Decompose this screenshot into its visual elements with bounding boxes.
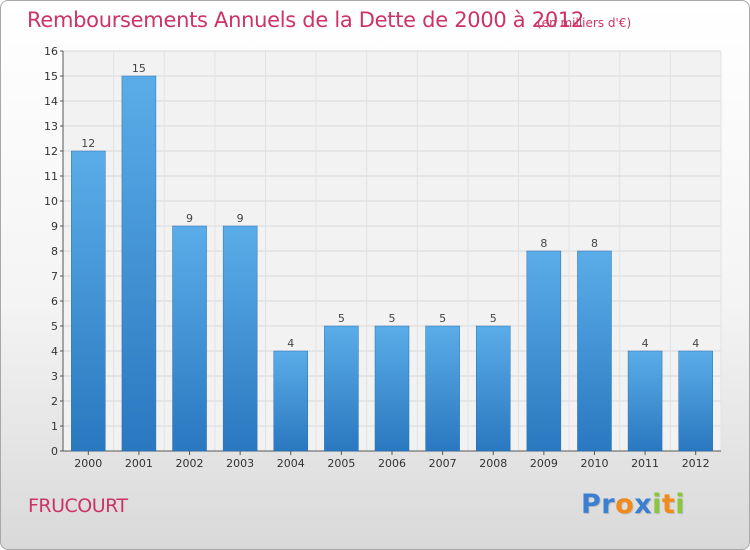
bar [374, 325, 410, 452]
data-label: 5 [389, 312, 396, 325]
proxiti-logo: Proxiti [581, 489, 685, 520]
data-label: 5 [490, 312, 497, 325]
x-tick-label: 2002 [176, 457, 204, 470]
y-tick-label: 10 [44, 195, 58, 208]
bar [475, 325, 511, 452]
y-tick-label: 12 [44, 145, 58, 158]
y-tick-label: 2 [51, 395, 58, 408]
bar [526, 250, 562, 452]
y-tick-label: 3 [51, 370, 58, 383]
x-tick-label: 2005 [327, 457, 355, 470]
y-tick-label: 7 [51, 270, 58, 283]
logo-letter: P [581, 489, 602, 520]
data-label: 8 [540, 237, 547, 250]
logo-letter: i [675, 489, 686, 520]
bar [425, 325, 460, 452]
x-tick-label: 2006 [378, 457, 406, 470]
logo-letter: x [634, 489, 653, 520]
data-label: 5 [439, 312, 446, 325]
logo-letter: o [615, 489, 635, 520]
bar [121, 75, 157, 452]
y-tick-label: 4 [51, 345, 58, 358]
x-tick-label: 2003 [226, 457, 254, 470]
y-tick-label: 11 [44, 170, 58, 183]
commune-name: FRUCOURT [28, 495, 128, 517]
bar [627, 350, 663, 452]
plot-area: 0123456789101112131415161220001520019200… [44, 45, 722, 470]
y-tick-label: 16 [44, 45, 58, 58]
bar [222, 225, 258, 452]
y-tick-label: 0 [51, 445, 58, 458]
data-label: 8 [591, 237, 598, 250]
data-label: 15 [132, 62, 146, 75]
data-label: 9 [237, 212, 244, 225]
y-tick-label: 13 [44, 120, 58, 133]
data-label: 4 [642, 337, 649, 350]
x-tick-label: 2001 [125, 457, 153, 470]
y-tick-label: 9 [51, 220, 58, 233]
x-tick-label: 2007 [429, 457, 457, 470]
x-tick-label: 2010 [580, 457, 608, 470]
x-tick-label: 2008 [479, 457, 507, 470]
bar [678, 350, 713, 452]
y-tick-label: 15 [44, 70, 58, 83]
logo-letter: r [601, 489, 616, 520]
bar [577, 250, 612, 452]
x-tick-label: 2012 [682, 457, 710, 470]
bar [172, 225, 207, 452]
data-label: 4 [692, 337, 699, 350]
x-tick-label: 2004 [277, 457, 305, 470]
data-label: 9 [186, 212, 193, 225]
bar [273, 350, 309, 452]
chart-subtitle: (en milliers d'€) [537, 16, 632, 30]
y-tick-label: 6 [51, 295, 58, 308]
data-label: 12 [81, 137, 95, 150]
data-label: 4 [287, 337, 294, 350]
x-tick-label: 2011 [631, 457, 659, 470]
logo-letter: t [661, 489, 676, 520]
data-label: 5 [338, 312, 345, 325]
y-tick-label: 8 [51, 245, 58, 258]
bar [71, 150, 106, 452]
logo-letter: i [652, 489, 662, 520]
y-tick-label: 14 [44, 95, 58, 108]
y-tick-label: 1 [51, 420, 58, 433]
y-tick-label: 5 [51, 320, 58, 333]
chart-title: Remboursements Annuels de la Dette de 20… [27, 8, 584, 32]
x-tick-label: 2009 [530, 457, 558, 470]
bar [324, 325, 359, 452]
x-tick-label: 2000 [74, 457, 102, 470]
